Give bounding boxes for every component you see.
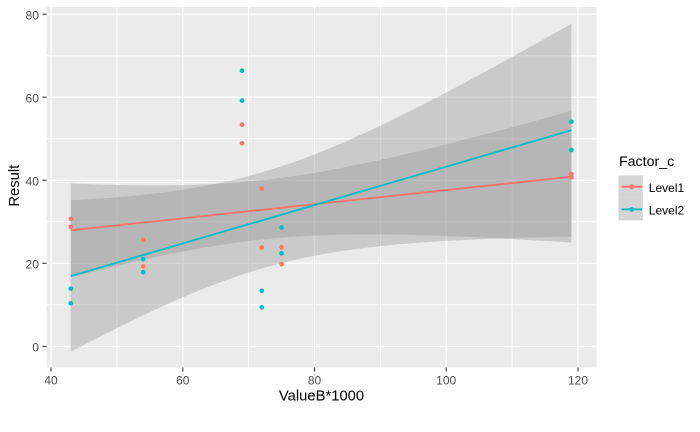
svg-text:40: 40: [44, 374, 58, 388]
svg-text:ValueB*1000: ValueB*1000: [279, 388, 364, 404]
svg-text:100: 100: [436, 374, 456, 388]
svg-text:Result: Result: [7, 165, 23, 207]
svg-text:Level2: Level2: [649, 204, 685, 218]
svg-text:Factor_c: Factor_c: [619, 154, 674, 170]
svg-text:80: 80: [308, 374, 322, 388]
svg-text:120: 120: [568, 374, 588, 388]
svg-text:60: 60: [26, 91, 40, 105]
svg-text:0: 0: [32, 341, 39, 355]
svg-text:40: 40: [26, 174, 40, 188]
svg-text:Level1: Level1: [649, 181, 685, 195]
svg-text:80: 80: [26, 8, 40, 22]
svg-text:20: 20: [26, 257, 40, 271]
svg-text:60: 60: [176, 374, 190, 388]
